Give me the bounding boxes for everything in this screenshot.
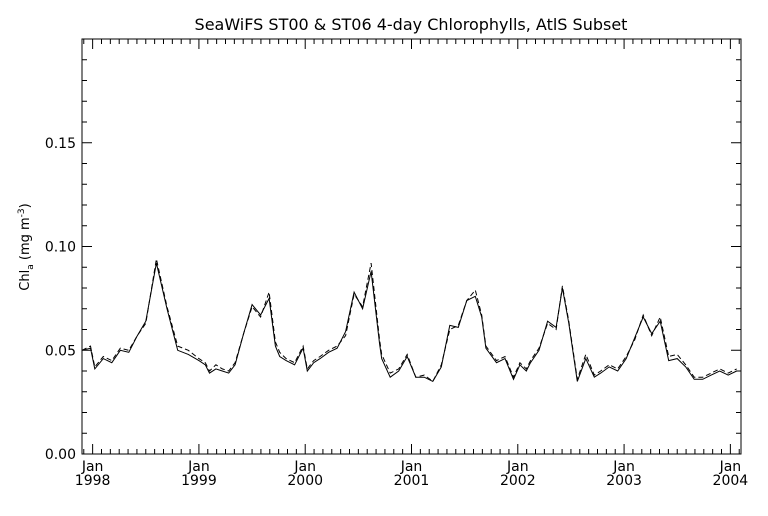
x-tick-year-label: 2002 (500, 473, 536, 489)
ylabel-superscript: -3 (17, 208, 27, 217)
x-tick-year-label: 1998 (75, 473, 111, 489)
x-tick-month-label: Jan (612, 459, 635, 475)
x-tick-month-label: Jan (719, 459, 742, 475)
ylabel-main: Chl (18, 270, 33, 291)
x-tick-month-label: Jan (293, 459, 316, 475)
x-tick-month-label: Jan (187, 459, 210, 475)
x-tick-year-label: 2000 (287, 473, 323, 489)
x-tick-month-label: Jan (506, 459, 529, 475)
x-tick-month-label: Jan (400, 459, 423, 475)
ylabel-unit-close: ) (18, 203, 33, 208)
x-tick-year-label: 2001 (394, 473, 430, 489)
series-group (81, 258, 737, 383)
y-tick-label: 0.10 (45, 240, 76, 256)
x-tick-year-label: 1999 (181, 473, 217, 489)
series-line-dashed (81, 258, 737, 383)
y-axis-label: Chla (mg m-3) (17, 203, 36, 290)
ylabel-subscript: a (26, 264, 36, 270)
x-tick-month-label: Jan (81, 459, 104, 475)
series-line-solid (81, 262, 737, 383)
ylabel-unit-open: (mg m (18, 217, 33, 264)
y-tick-label: 0.00 (45, 447, 76, 463)
chart-title: SeaWiFS ST00 & ST06 4-day Chlorophylls, … (195, 15, 628, 34)
x-tick-year-label: 2003 (606, 473, 642, 489)
x-tick-year-label: 2004 (713, 473, 749, 489)
y-tick-label: 0.05 (45, 343, 76, 359)
x-axis: Jan1998Jan1999Jan2000Jan2001Jan2002Jan20… (75, 39, 748, 489)
y-tick-label: 0.15 (45, 136, 76, 152)
